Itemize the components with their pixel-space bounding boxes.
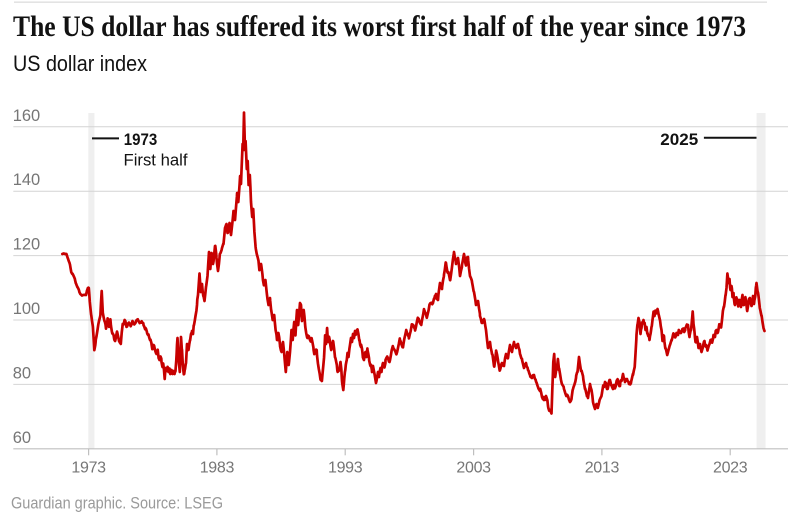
svg-text:1983: 1983 (200, 460, 235, 477)
svg-text:1973: 1973 (124, 131, 158, 149)
svg-text:2023: 2023 (713, 460, 748, 477)
svg-text:2013: 2013 (585, 460, 620, 477)
svg-text:1993: 1993 (328, 460, 363, 477)
svg-text:Guardian graphic. Source: LSEG: Guardian graphic. Source: LSEG (11, 495, 223, 513)
svg-text:140: 140 (13, 171, 41, 189)
svg-text:1973: 1973 (71, 460, 106, 477)
svg-text:120: 120 (13, 236, 41, 254)
svg-text:The US dollar has suffered its: The US dollar has suffered its worst fir… (13, 11, 746, 43)
svg-text:US dollar index: US dollar index (13, 51, 148, 76)
svg-text:60: 60 (13, 429, 31, 447)
svg-text:First half: First half (124, 150, 188, 169)
svg-text:2003: 2003 (456, 460, 491, 477)
svg-text:80: 80 (13, 364, 31, 382)
svg-text:160: 160 (13, 107, 41, 125)
svg-text:2025: 2025 (660, 131, 698, 149)
svg-text:100: 100 (13, 300, 41, 318)
